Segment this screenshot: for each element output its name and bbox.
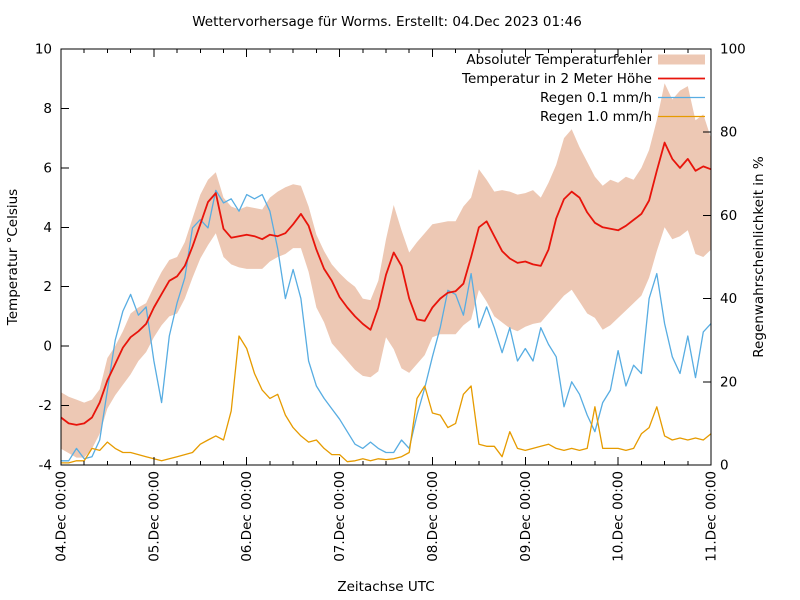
plot-area bbox=[60, 83, 712, 464]
x-tick-label: 08.Dec 00:00 bbox=[425, 471, 441, 562]
chart-title: Wettervorhersage für Worms. Erstellt: 04… bbox=[192, 14, 582, 30]
y-left-tick-label: 10 bbox=[35, 42, 52, 58]
legend-label-rain10: Regen 1.0 mm/h bbox=[540, 109, 652, 125]
legend: Absoluter Temperaturfehler Temperatur in… bbox=[461, 52, 705, 125]
x-tick-label: 09.Dec 00:00 bbox=[518, 471, 534, 562]
x-tick-label: 11.Dec 00:00 bbox=[704, 471, 720, 562]
y-left-tick-label: -4 bbox=[39, 458, 52, 474]
legend-swatch-temperature-error bbox=[658, 54, 705, 65]
y-left-tick-label: 4 bbox=[43, 220, 52, 236]
x-tick-label: 10.Dec 00:00 bbox=[611, 471, 627, 562]
x-tick-label: 06.Dec 00:00 bbox=[239, 471, 255, 562]
y-axis-label-left: Temperatur °Celsius bbox=[5, 189, 21, 326]
x-axis-label: Zeitachse UTC bbox=[337, 579, 434, 595]
y-left-tick-label: 0 bbox=[43, 339, 52, 355]
y-left-tick-label: 8 bbox=[43, 101, 52, 117]
y-right-tick-label: 100 bbox=[720, 42, 746, 58]
temperature-line bbox=[60, 141, 712, 426]
y-right-tick-label: 80 bbox=[720, 125, 737, 141]
x-tick-label: 05.Dec 00:00 bbox=[146, 471, 162, 562]
temperature-error-band bbox=[61, 83, 711, 458]
y-left-tick-label: -2 bbox=[39, 398, 52, 414]
x-tick-label: 07.Dec 00:00 bbox=[332, 471, 348, 562]
legend-label-temperature-error: Absoluter Temperaturfehler bbox=[466, 52, 652, 68]
y-left-tick-label: 2 bbox=[43, 279, 52, 295]
rain-01mm-line bbox=[61, 189, 712, 462]
y-right-tick-label: 20 bbox=[720, 374, 737, 390]
y-axis-label-right: Regenwahrscheinlichkeit in % bbox=[751, 156, 767, 358]
y-right-tick-label: 0 bbox=[720, 458, 729, 474]
legend-label-rain01: Regen 0.1 mm/h bbox=[540, 90, 652, 106]
y-right-tick-label: 60 bbox=[720, 208, 737, 224]
y-right-tick-label: 40 bbox=[720, 291, 737, 307]
y-left-tick-label: 6 bbox=[43, 160, 52, 176]
x-tick-label: 04.Dec 00:00 bbox=[54, 471, 70, 562]
axis-ticks bbox=[60, 48, 712, 466]
legend-label-temperature: Temperatur in 2 Meter Höhe bbox=[461, 71, 652, 87]
rain-10mm-line bbox=[61, 335, 712, 464]
